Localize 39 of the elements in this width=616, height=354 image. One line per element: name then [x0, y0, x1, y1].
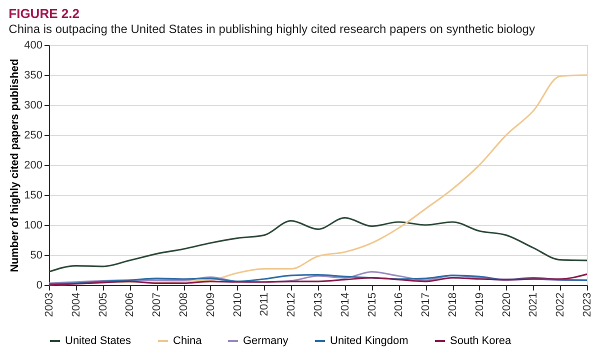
x-tick-label: 2023	[582, 292, 594, 317]
legend-label: China	[173, 335, 203, 347]
legend-label: Germany	[243, 335, 289, 347]
legend-label: United Kingdom	[330, 335, 408, 347]
line-series	[48, 217, 588, 273]
x-tick-label: 2020	[500, 292, 513, 317]
chart-title: FIGURE 2.2	[8, 6, 80, 21]
y-tick-label: 100	[24, 220, 42, 232]
x-tick-label: 2016	[393, 292, 406, 317]
y-tick-label: 50	[30, 250, 42, 262]
y-tick-label: 150	[24, 190, 42, 202]
legend-label: South Korea	[450, 335, 512, 347]
x-tick-label: 2015	[366, 292, 378, 317]
y-tick-label: 0	[36, 280, 42, 292]
y-tick-label: 250	[24, 130, 42, 142]
y-tick-label: 300	[24, 100, 42, 112]
x-tick-label: 2008	[178, 292, 190, 317]
x-tick-label: 2012	[286, 292, 298, 317]
x-tick-label: 2014	[339, 292, 352, 317]
x-tick-label: 2004	[70, 292, 82, 317]
x-tick-label: 2022	[554, 292, 567, 317]
x-tick-label: 2013	[312, 292, 324, 317]
x-tick-label: 2018	[447, 292, 459, 317]
chart-subtitle: China is outpacing the United States in publishing highly cited research papers on synthetic biology	[8, 22, 535, 36]
y-tick-label: 350	[24, 70, 42, 82]
x-tick-label: 2009	[204, 292, 217, 317]
x-tick-label: 2019	[474, 292, 486, 317]
x-tick-label: 2021	[528, 292, 540, 317]
y-axis-title: Number of highly cited papers published	[9, 58, 22, 272]
legend-label: United States	[65, 335, 132, 347]
x-tick-label: 2003	[44, 292, 56, 317]
x-tick-label: 2011	[258, 292, 271, 316]
x-tick-label: 2006	[124, 292, 136, 317]
x-tick-label: 2007	[151, 292, 164, 317]
x-tick-label: 2005	[97, 292, 110, 317]
y-tick-label: 200	[24, 160, 42, 172]
y-tick-label: 400	[24, 40, 42, 52]
x-tick-label: 2010	[232, 292, 244, 317]
x-tick-label: 2017	[420, 292, 432, 317]
